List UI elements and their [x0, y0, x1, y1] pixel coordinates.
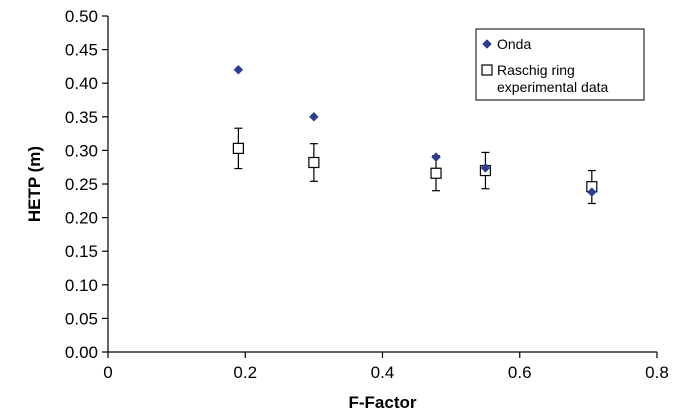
onda-point [586, 187, 597, 197]
y-tick-label: 0.50 [65, 7, 98, 26]
legend-raschig-label: Raschig ring [497, 62, 575, 78]
y-tick-label: 0.25 [65, 175, 98, 194]
legend-raschig-marker [481, 64, 493, 76]
y-tick-label: 0.35 [65, 108, 98, 127]
y-tick-label: 0.30 [65, 141, 98, 160]
y-tick-label: 0.40 [65, 74, 98, 93]
x-axis-ticks: 0 0.2 0.4 0.6 0.8 [103, 352, 669, 382]
y-tick-label: 0.20 [65, 209, 98, 228]
y-tick-label: 0.15 [65, 242, 98, 261]
y-tick-label: 0.10 [65, 276, 98, 295]
y-axis-title: HETP (m) [25, 146, 44, 222]
onda-point [480, 163, 491, 173]
raschig-ring-point [232, 142, 244, 154]
x-tick-label: 0.8 [645, 363, 669, 382]
legend-onda-marker [482, 39, 492, 49]
y-tick-label: 0.05 [65, 309, 98, 328]
x-tick-label: 0.6 [508, 363, 532, 382]
legend-onda-label: Onda [497, 36, 531, 52]
onda-point [431, 152, 441, 162]
raschig-ring-point [308, 156, 320, 169]
onda-point [309, 111, 319, 122]
x-axis-title: F-Factor [349, 393, 417, 412]
x-tick-label: 0 [103, 363, 112, 382]
y-tick-label: 0.45 [65, 41, 98, 60]
raschig-ring-point [430, 167, 442, 179]
x-tick-label: 0.2 [233, 363, 257, 382]
y-tick-label: 0.00 [65, 343, 98, 362]
onda-point [233, 64, 244, 75]
y-axis-ticks: 0.00 0.05 0.10 0.15 0.20 0.25 0.30 0.35 0.40 0.45… [65, 7, 108, 362]
x-tick-label: 0.4 [371, 363, 395, 382]
legend-box [475, 28, 645, 101]
plot-marks [232, 64, 598, 205]
legend-raschig-label: experimental data [497, 79, 609, 95]
